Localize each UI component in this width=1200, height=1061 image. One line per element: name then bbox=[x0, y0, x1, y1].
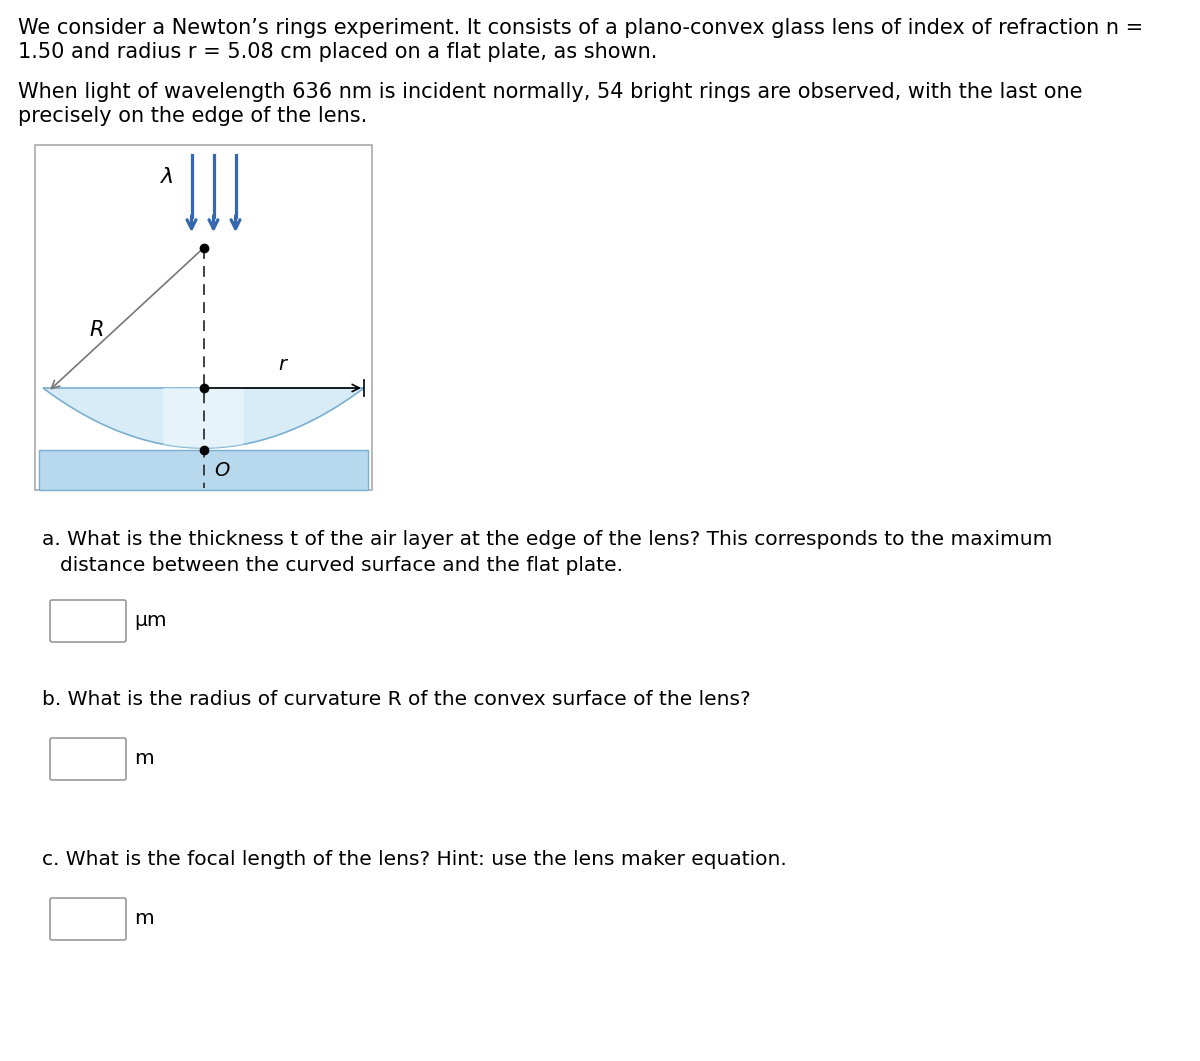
Text: $O$: $O$ bbox=[214, 460, 230, 480]
Text: m: m bbox=[134, 909, 154, 928]
Text: distance between the curved surface and the flat plate.: distance between the curved surface and … bbox=[60, 556, 623, 575]
Text: c. What is the focal length of the lens? Hint: use the lens maker equation.: c. What is the focal length of the lens?… bbox=[42, 850, 787, 869]
Polygon shape bbox=[163, 388, 244, 448]
Text: $r$: $r$ bbox=[278, 355, 289, 373]
Text: m: m bbox=[134, 749, 154, 768]
Text: $R$: $R$ bbox=[89, 319, 103, 340]
Text: We consider a Newton’s rings experiment. It consists of a plano-convex glass len: We consider a Newton’s rings experiment.… bbox=[18, 18, 1144, 38]
Polygon shape bbox=[43, 388, 364, 448]
Text: μm: μm bbox=[134, 611, 167, 630]
FancyBboxPatch shape bbox=[50, 898, 126, 940]
Text: $\lambda$: $\lambda$ bbox=[160, 167, 174, 187]
Text: b. What is the radius of curvature R of the convex surface of the lens?: b. What is the radius of curvature R of … bbox=[42, 690, 751, 709]
Text: When light of wavelength 636 nm is incident normally, 54 bright rings are observ: When light of wavelength 636 nm is incid… bbox=[18, 82, 1082, 102]
Bar bbox=[38, 450, 368, 490]
Bar bbox=[35, 145, 372, 490]
FancyBboxPatch shape bbox=[50, 738, 126, 780]
Text: precisely on the edge of the lens.: precisely on the edge of the lens. bbox=[18, 106, 367, 126]
Text: 1.50 and radius r = 5.08 cm placed on a flat plate, as shown.: 1.50 and radius r = 5.08 cm placed on a … bbox=[18, 42, 658, 62]
FancyBboxPatch shape bbox=[50, 601, 126, 642]
Text: a. What is the thickness t of the air layer at the edge of the lens? This corres: a. What is the thickness t of the air la… bbox=[42, 530, 1052, 549]
